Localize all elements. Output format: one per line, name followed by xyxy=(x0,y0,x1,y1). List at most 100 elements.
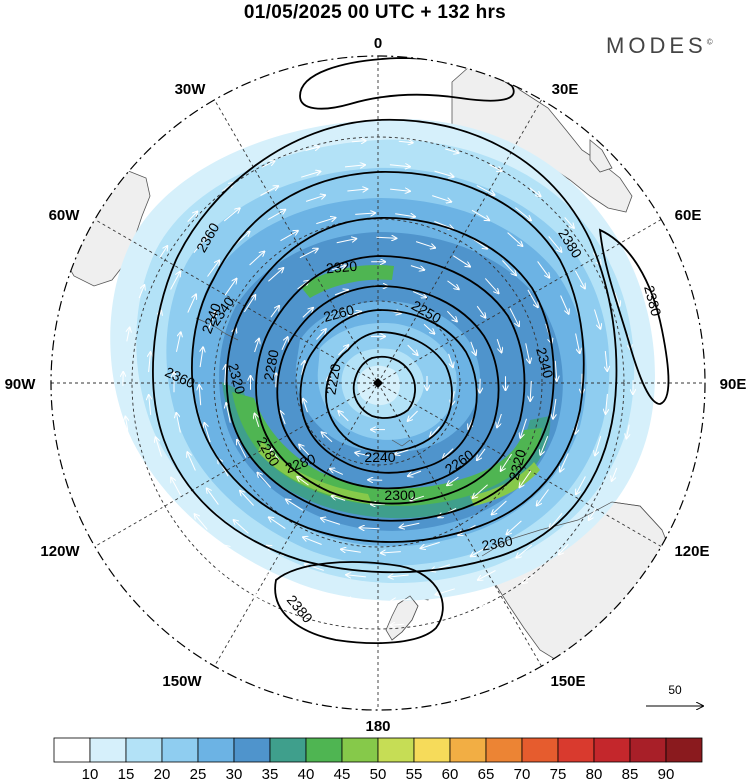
wind-vector xyxy=(540,436,549,455)
colorbar-swatch xyxy=(197,737,235,763)
lon-label-90e: 90E xyxy=(720,376,747,393)
colorbar-swatch xyxy=(485,737,523,763)
wind-vector xyxy=(156,437,162,457)
wind-vector xyxy=(410,265,424,270)
contour-label: 2360 xyxy=(480,532,514,553)
wind-vector xyxy=(520,470,532,488)
wind-vector xyxy=(497,413,502,427)
wind-vector xyxy=(200,347,203,368)
contour-2220 xyxy=(352,355,416,419)
wind-vector xyxy=(553,398,556,419)
wind-vector xyxy=(476,185,495,195)
wind-vector xyxy=(447,280,459,289)
wind-vector xyxy=(496,338,501,352)
wind-vector xyxy=(484,278,498,293)
wind-vector xyxy=(215,570,227,579)
wind-vector xyxy=(249,252,265,266)
wind-vector xyxy=(476,305,485,317)
wind-vector xyxy=(355,453,370,456)
wind-vector xyxy=(412,291,426,298)
wind-vector xyxy=(436,588,455,595)
wind-vector xyxy=(502,260,516,276)
wind-vector xyxy=(525,343,530,363)
colorbar xyxy=(53,737,703,763)
wind-vector xyxy=(452,255,470,267)
contour-2240 xyxy=(325,331,453,453)
contour-2380-north xyxy=(299,57,515,110)
wind-vector xyxy=(389,575,409,577)
wind-vector xyxy=(507,520,522,534)
contour-label: 2260 xyxy=(322,301,356,325)
contour-label: 2340 xyxy=(533,346,557,380)
map-boundary xyxy=(50,55,706,711)
wind-vector xyxy=(305,564,324,571)
wind-vector xyxy=(415,241,435,248)
contour-label: 2300 xyxy=(384,487,415,503)
wind-vector xyxy=(171,478,182,496)
modes-logo: MODES© xyxy=(606,33,713,59)
wind-vector xyxy=(529,187,541,197)
colorbar-tick-label: 20 xyxy=(154,766,171,782)
wind-vector xyxy=(280,231,298,242)
wind-vector xyxy=(530,380,531,401)
wind-vector xyxy=(334,290,348,296)
wind-vector xyxy=(125,417,127,431)
colorbar-swatch xyxy=(413,737,451,763)
wind-vector xyxy=(355,213,375,214)
wind-vector xyxy=(226,403,231,423)
brand-text: MODES xyxy=(606,33,707,58)
wind-vector xyxy=(434,170,454,177)
wind-vector xyxy=(207,260,220,277)
wind-vector xyxy=(395,214,415,217)
wind-vector xyxy=(223,208,240,222)
wind-vector xyxy=(398,141,413,143)
longitude-labels: 0 30E 60E 90E 120E 150E 180 150W 120W 90… xyxy=(5,35,747,735)
colorbar-swatch xyxy=(161,737,199,763)
wind-vector xyxy=(501,453,513,471)
wind-vector xyxy=(395,449,409,454)
wind-vector xyxy=(471,209,489,220)
wind-vector xyxy=(207,488,219,505)
wind-vector xyxy=(507,232,523,246)
wind-vector xyxy=(407,344,418,355)
wind-vector xyxy=(187,294,196,313)
colorbar-tick-label: 80 xyxy=(586,766,603,782)
colorbar-tick-label: 60 xyxy=(442,766,459,782)
wind-vector xyxy=(316,218,335,225)
wind-vector xyxy=(254,595,267,602)
wind-vector xyxy=(302,361,305,375)
colorbar-tick-label: 15 xyxy=(118,766,135,782)
wind-vector xyxy=(614,292,620,306)
wind-vector xyxy=(193,237,207,254)
contour-label: 2320 xyxy=(505,447,529,481)
wind-vector xyxy=(564,217,574,228)
wind-vector xyxy=(343,623,358,625)
colorbar-tick-label: 10 xyxy=(82,766,99,782)
lon-label-90w: 90W xyxy=(5,376,37,393)
colorbar-swatch xyxy=(305,737,343,763)
wind-vector xyxy=(302,589,322,596)
wind-vector xyxy=(408,410,418,421)
map-title: 01/05/2025 00 UTC + 132 hrs xyxy=(243,2,507,23)
contour-2300 xyxy=(255,255,526,505)
shade-50 xyxy=(258,440,372,504)
colorbar-tick-label: 30 xyxy=(226,766,243,782)
contour-2380-east xyxy=(598,228,670,405)
wind-vector xyxy=(389,165,410,167)
height-contours xyxy=(152,57,670,644)
contour-2280 xyxy=(276,285,500,490)
wind-vector xyxy=(391,599,412,601)
lon-label-180: 180 xyxy=(365,718,390,735)
wind-vector xyxy=(520,418,527,438)
wind-vector xyxy=(187,212,198,223)
wind-vector xyxy=(437,616,451,620)
wind-vector xyxy=(446,310,457,321)
wind-vector xyxy=(286,499,304,511)
wind-vector xyxy=(338,345,348,356)
wind-vector xyxy=(471,545,489,556)
wind-vector xyxy=(225,365,226,386)
contour-2380-south xyxy=(274,561,444,644)
colorbar-swatch xyxy=(377,737,415,763)
